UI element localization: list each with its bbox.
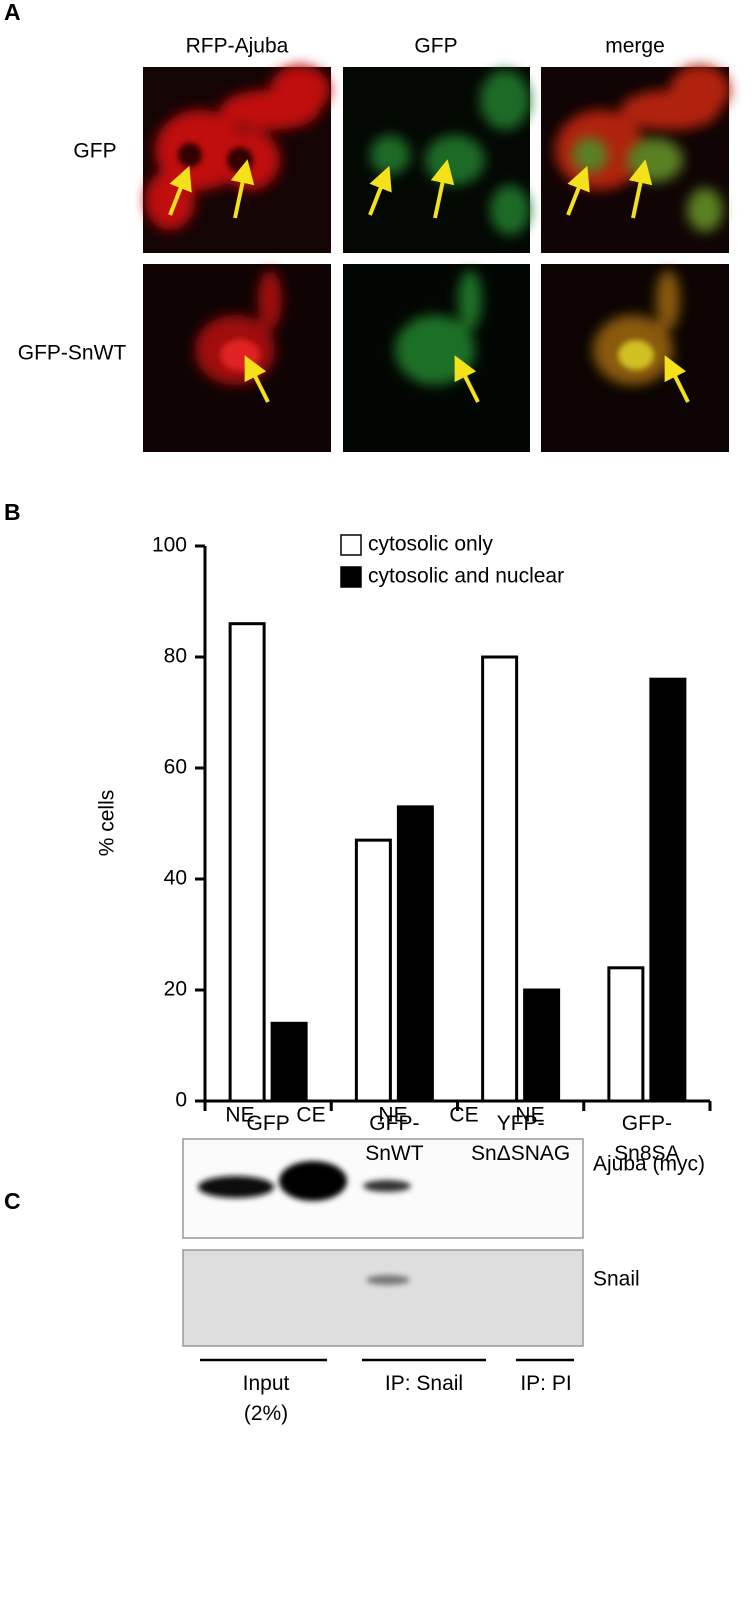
blot (182, 1249, 584, 1347)
legend-label: cytosolic only (368, 533, 493, 556)
band-label: Ajuba (myc) (593, 1153, 705, 1176)
y-tick-label: 40 (164, 867, 187, 890)
bar (649, 677, 687, 1103)
blot (182, 1138, 584, 1239)
bar (481, 655, 519, 1103)
legend-swatch (340, 534, 362, 556)
x-tick-label: GFP (246, 1112, 290, 1135)
bar-chart: 0 20 40 60 80 100 cytosolic only cytosolic and … (152, 533, 712, 1112)
group-label: Input (2%) (242, 1372, 290, 1425)
lane-label: NE (378, 1104, 407, 1127)
y-tick-label: 80 (164, 645, 187, 668)
column-label: GFP (414, 35, 457, 58)
legend-swatch (340, 566, 362, 588)
micrograph (143, 264, 331, 452)
x-tick-label: GFP- Sn8SA (614, 1112, 680, 1165)
bar (523, 988, 561, 1103)
y-tick-label: 20 (164, 978, 187, 1001)
lane-label: NE (225, 1104, 254, 1127)
bar (354, 838, 392, 1103)
micrograph (541, 264, 729, 452)
group-label: IP: PI (520, 1372, 572, 1395)
micrograph (541, 65, 730, 253)
row-label: GFP-SnWT (18, 342, 127, 365)
bar (228, 622, 266, 1103)
column-label: RFP-Ajuba (186, 35, 289, 58)
bar (396, 805, 434, 1103)
panel-letter: B (4, 499, 21, 525)
panel-letter: A (4, 0, 21, 25)
column-label: merge (605, 35, 665, 58)
lane-label: NE (515, 1104, 544, 1127)
y-axis-label: % cells (96, 790, 119, 857)
y-tick-label: 60 (164, 756, 187, 779)
y-tick-label: 100 (152, 534, 187, 557)
bar (270, 1021, 308, 1103)
row-label: GFP (73, 140, 116, 163)
group-label: IP: Snail (384, 1372, 464, 1395)
micrograph-grid (143, 65, 730, 452)
bar (607, 966, 645, 1103)
x-tick-label: GFP- SnWT (365, 1112, 424, 1165)
micrograph (343, 67, 530, 253)
legend-label: cytosolic and nuclear (368, 565, 564, 588)
micrograph (343, 264, 530, 452)
lane-label: CE (296, 1104, 325, 1127)
lane-label: CE (449, 1104, 478, 1127)
x-tick-label: YFP- SnΔSNAG (471, 1112, 571, 1165)
band-label: Snail (593, 1268, 640, 1291)
panel-letter: C (4, 1188, 21, 1214)
y-tick-label: 0 (175, 1089, 187, 1112)
micrograph (143, 65, 331, 253)
